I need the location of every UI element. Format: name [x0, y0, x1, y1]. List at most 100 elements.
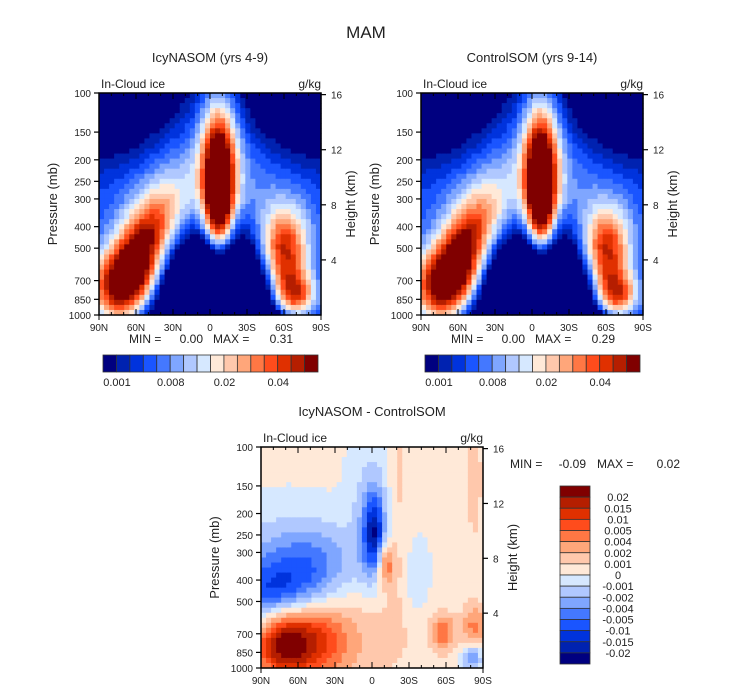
heatmap-cell	[306, 657, 313, 664]
heatmap-cell	[184, 254, 191, 261]
heatmap-cell	[184, 229, 191, 235]
heatmap-cell	[114, 274, 120, 281]
heatmap-cell	[622, 254, 629, 261]
heatmap-cell	[276, 537, 282, 544]
heatmap-cell	[225, 103, 231, 109]
heatmap-cell	[300, 264, 307, 271]
heatmap-cell	[446, 259, 452, 266]
heatmap-cell	[225, 274, 231, 281]
heatmap-cell	[637, 299, 644, 306]
heatmap-cell	[280, 259, 287, 266]
heatmap-cell	[129, 209, 135, 215]
heatmap-cell	[296, 547, 302, 554]
heatmap-cell	[104, 259, 110, 266]
heatmap-cell	[296, 567, 302, 574]
heatmap-cell	[220, 128, 226, 134]
heatmap-cell	[194, 118, 201, 124]
heatmap-cell	[592, 279, 599, 286]
colorbar-box	[183, 354, 198, 373]
heatmap-cell	[562, 133, 568, 140]
heatmap-cell	[627, 204, 634, 210]
heatmap-cell	[336, 627, 343, 634]
heatmap-cell	[250, 234, 257, 240]
heatmap-cell	[220, 178, 226, 185]
heatmap-cell	[542, 128, 548, 134]
heatmap-cell	[331, 492, 338, 498]
heatmap-cell	[235, 133, 241, 140]
heatmap-cell	[331, 622, 338, 629]
heatmap-cell	[296, 497, 302, 503]
heatmap-cell	[471, 143, 478, 150]
heatmap-cell	[311, 462, 318, 468]
heatmap-cell	[441, 299, 447, 306]
heatmap-cell	[471, 269, 478, 276]
heatmap-cell	[290, 204, 297, 210]
heatmap-cell	[547, 193, 553, 200]
heatmap-cell	[286, 597, 292, 604]
heatmap-cell	[280, 93, 287, 99]
heatmap-cell	[124, 93, 130, 99]
heatmap-cell	[291, 627, 297, 634]
heatmap-cell	[250, 309, 257, 316]
heatmap-cell	[300, 204, 307, 210]
heatmap-cell	[627, 118, 634, 124]
heatmap-cell	[612, 264, 619, 271]
heatmap-cell	[426, 204, 432, 210]
heatmap-cell	[451, 178, 457, 185]
heatmap-cell	[471, 103, 478, 109]
heatmap-cell	[296, 582, 302, 589]
heatmap-cell	[607, 219, 614, 225]
heatmap-cell	[134, 249, 140, 256]
heatmap-cell	[607, 163, 614, 170]
heatmap-cell	[622, 173, 629, 180]
heatmap-cell	[336, 587, 343, 594]
heatmap-cell	[134, 294, 140, 301]
heatmap-cell	[526, 309, 533, 316]
heatmap-cell	[164, 163, 171, 170]
heatmap-cell	[532, 193, 538, 200]
heatmap-cell	[321, 542, 328, 549]
heatmap-cell	[260, 244, 267, 251]
heatmap-cell	[511, 183, 518, 190]
heatmap-cell	[446, 214, 452, 220]
heatmap-cell	[301, 492, 308, 498]
heatmap-cell	[286, 617, 292, 624]
heatmap-cell	[456, 274, 462, 281]
heatmap-cell	[466, 148, 473, 155]
heatmap-cell	[501, 93, 508, 99]
heatmap-cell	[501, 244, 508, 251]
heatmap-cell	[290, 249, 297, 256]
heatmap-cell	[159, 148, 166, 155]
heatmap-cell	[321, 492, 328, 498]
heatmap-cell	[592, 193, 599, 200]
heatmap-cell	[612, 128, 619, 134]
heatmap-cell	[154, 158, 161, 165]
heatmap-cell	[134, 93, 140, 99]
heatmap-cell	[250, 93, 257, 99]
heatmap-cell	[300, 193, 307, 200]
heatmap-cell	[245, 123, 251, 129]
heatmap-cell	[266, 492, 272, 498]
heatmap-cell	[240, 229, 246, 235]
heatmap-cell	[421, 299, 427, 306]
heatmap-cell	[622, 234, 629, 240]
heatmap-cell	[521, 153, 528, 160]
heatmap-cell	[119, 98, 125, 104]
heatmap-cell	[281, 492, 287, 498]
heatmap-cell	[306, 457, 313, 463]
heatmap-cell	[441, 289, 447, 296]
heatmap-cell	[124, 153, 130, 160]
heatmap-cell	[296, 652, 302, 659]
heatmap-cell	[436, 249, 442, 256]
heatmap-cell	[557, 234, 563, 240]
heatmap-cell	[436, 128, 442, 134]
heatmap-cell	[431, 103, 437, 109]
heatmap-cell	[436, 209, 442, 215]
heatmap-cell	[476, 173, 483, 180]
heatmap-cell	[587, 123, 594, 129]
heatmap-cell	[511, 113, 518, 119]
heatmap-cell	[225, 173, 231, 180]
heatmap-cell	[179, 128, 186, 134]
heatmap-cell	[114, 113, 120, 119]
heatmap-cell	[446, 269, 452, 276]
